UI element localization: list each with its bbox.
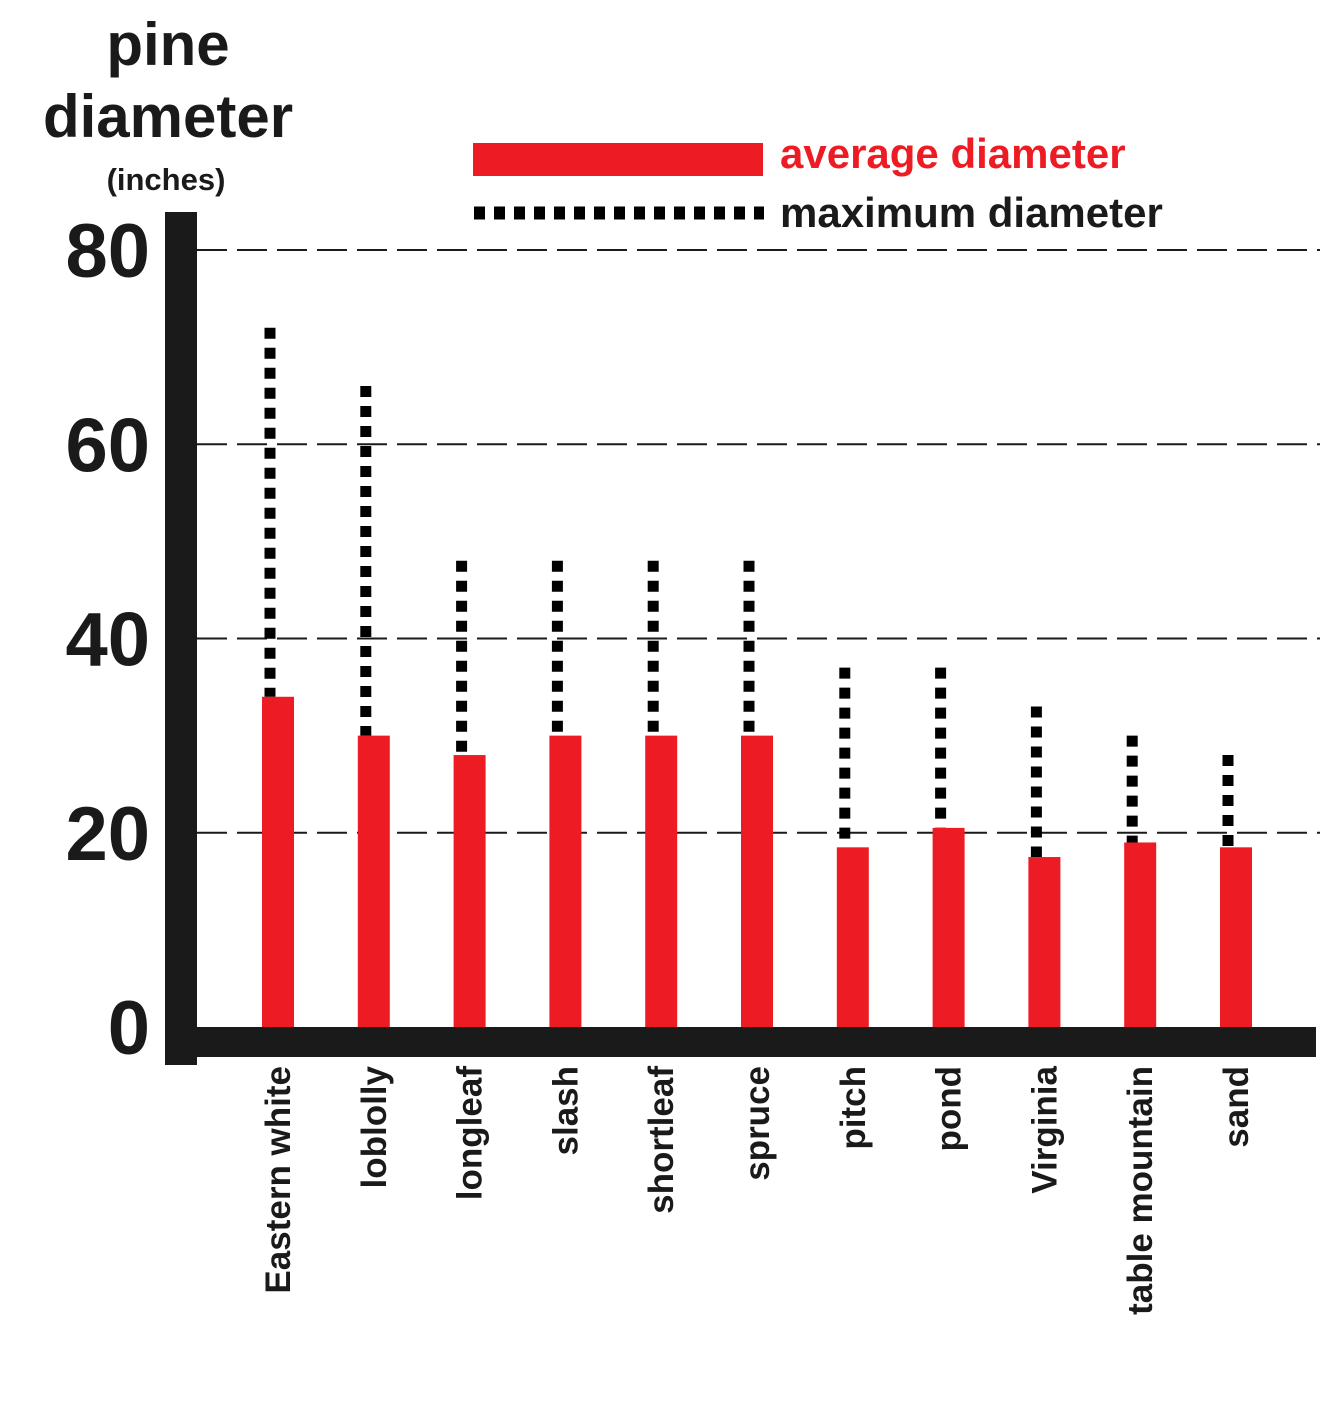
x-tick-label: loblolly xyxy=(355,1065,394,1188)
bar-average xyxy=(741,735,773,1027)
y-tick-label: 20 xyxy=(65,792,150,877)
x-tick-label: longleaf xyxy=(451,1066,490,1201)
maximum-lines xyxy=(264,327,1234,858)
bar-average xyxy=(262,696,294,1027)
x-tick-label: Virginia xyxy=(1025,1065,1064,1193)
x-tick-label: pond xyxy=(930,1066,969,1152)
x-tick-label: table mountain xyxy=(1121,1066,1160,1315)
bar-average xyxy=(453,755,486,1027)
y-axis xyxy=(165,212,197,1065)
x-tick-label: spruce xyxy=(738,1066,777,1181)
bar-average xyxy=(1028,857,1061,1027)
y-tick-label: 40 xyxy=(65,598,150,683)
y-tick-label: 80 xyxy=(65,209,150,294)
x-tick-label: slash xyxy=(546,1066,585,1156)
legend-average-label: average diameter xyxy=(780,130,1126,177)
x-tick-label: shortleaf xyxy=(642,1066,681,1214)
legend-average-swatch xyxy=(473,143,763,176)
x-axis-labels: Eastern white loblolly longleaf slash shortl… xyxy=(259,1065,1256,1314)
bar-average xyxy=(932,827,965,1027)
bar-average xyxy=(645,735,678,1027)
legend: average diameter maximum diameter xyxy=(473,130,1163,236)
y-tick-label: 60 xyxy=(65,403,150,488)
y-axis-unit: (inches) xyxy=(107,162,226,197)
bar-average xyxy=(1124,842,1157,1027)
x-tick-label: pitch xyxy=(834,1066,873,1150)
y-axis-ticks: 0 20 40 60 80 xyxy=(65,209,150,1071)
bar-average xyxy=(836,847,869,1027)
x-tick-label: sand xyxy=(1217,1066,1256,1148)
bar-average xyxy=(1220,847,1252,1027)
y-tick-label: 0 xyxy=(108,986,150,1071)
x-axis xyxy=(165,1027,1316,1057)
x-tick-label: Eastern white xyxy=(259,1066,298,1294)
bar-average xyxy=(357,735,390,1027)
y-axis-title-line2: diameter xyxy=(43,83,293,150)
legend-maximum-label: maximum diameter xyxy=(780,189,1163,236)
y-axis-title-line1: pine xyxy=(106,11,229,78)
average-bars xyxy=(262,696,1252,1027)
bar-average xyxy=(549,735,582,1027)
